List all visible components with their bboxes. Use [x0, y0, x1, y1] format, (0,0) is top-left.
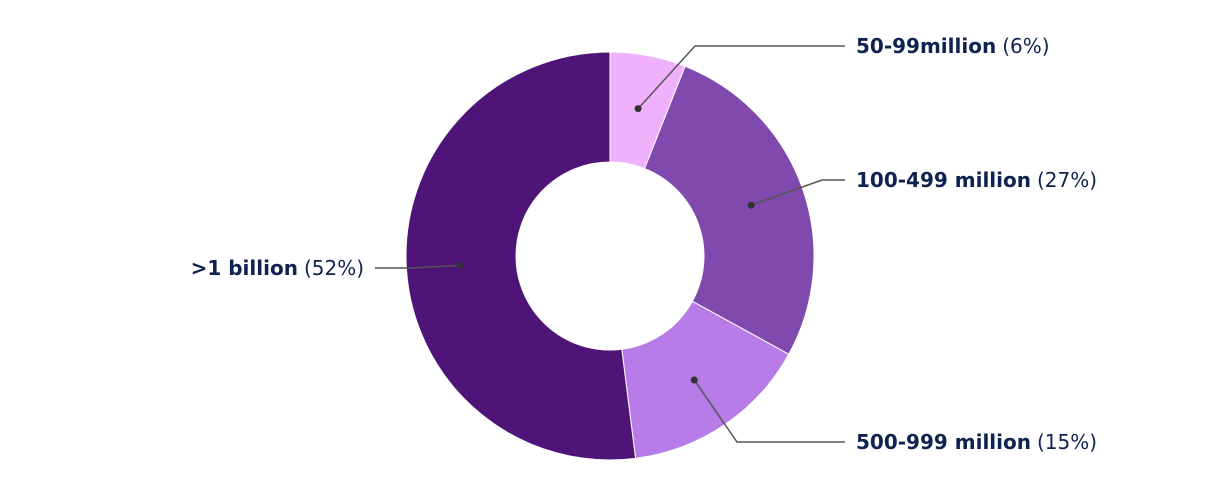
- slice-label: 100-499 million (27%): [856, 168, 1097, 192]
- leader-line: [375, 264, 461, 269]
- leader-line: [693, 379, 845, 443]
- leader-dot: [690, 376, 698, 384]
- slice-label: >1 billion (52%): [191, 256, 364, 280]
- slice-name: 100-499 million: [856, 168, 1031, 192]
- slice-label: 50-99million (6%): [856, 34, 1050, 58]
- leader-line: [637, 45, 845, 110]
- donut-slice: [621, 300, 790, 459]
- slice-value: (15%): [1037, 430, 1097, 454]
- slice-name: 500-999 million: [856, 430, 1031, 454]
- slice-name: >1 billion: [191, 256, 298, 280]
- leader-dot: [456, 261, 464, 269]
- leader-dot: [747, 201, 755, 209]
- leader-dot: [634, 105, 642, 113]
- slice-label: 500-999 million (15%): [856, 430, 1097, 454]
- donut-slice: [405, 51, 637, 461]
- leader-line: [750, 179, 845, 206]
- slice-value: (52%): [304, 256, 364, 280]
- slice-name: 50-99million: [856, 34, 996, 58]
- donut-slice: [643, 65, 815, 355]
- slice-value: (27%): [1037, 168, 1097, 192]
- slice-value: (6%): [1002, 34, 1049, 58]
